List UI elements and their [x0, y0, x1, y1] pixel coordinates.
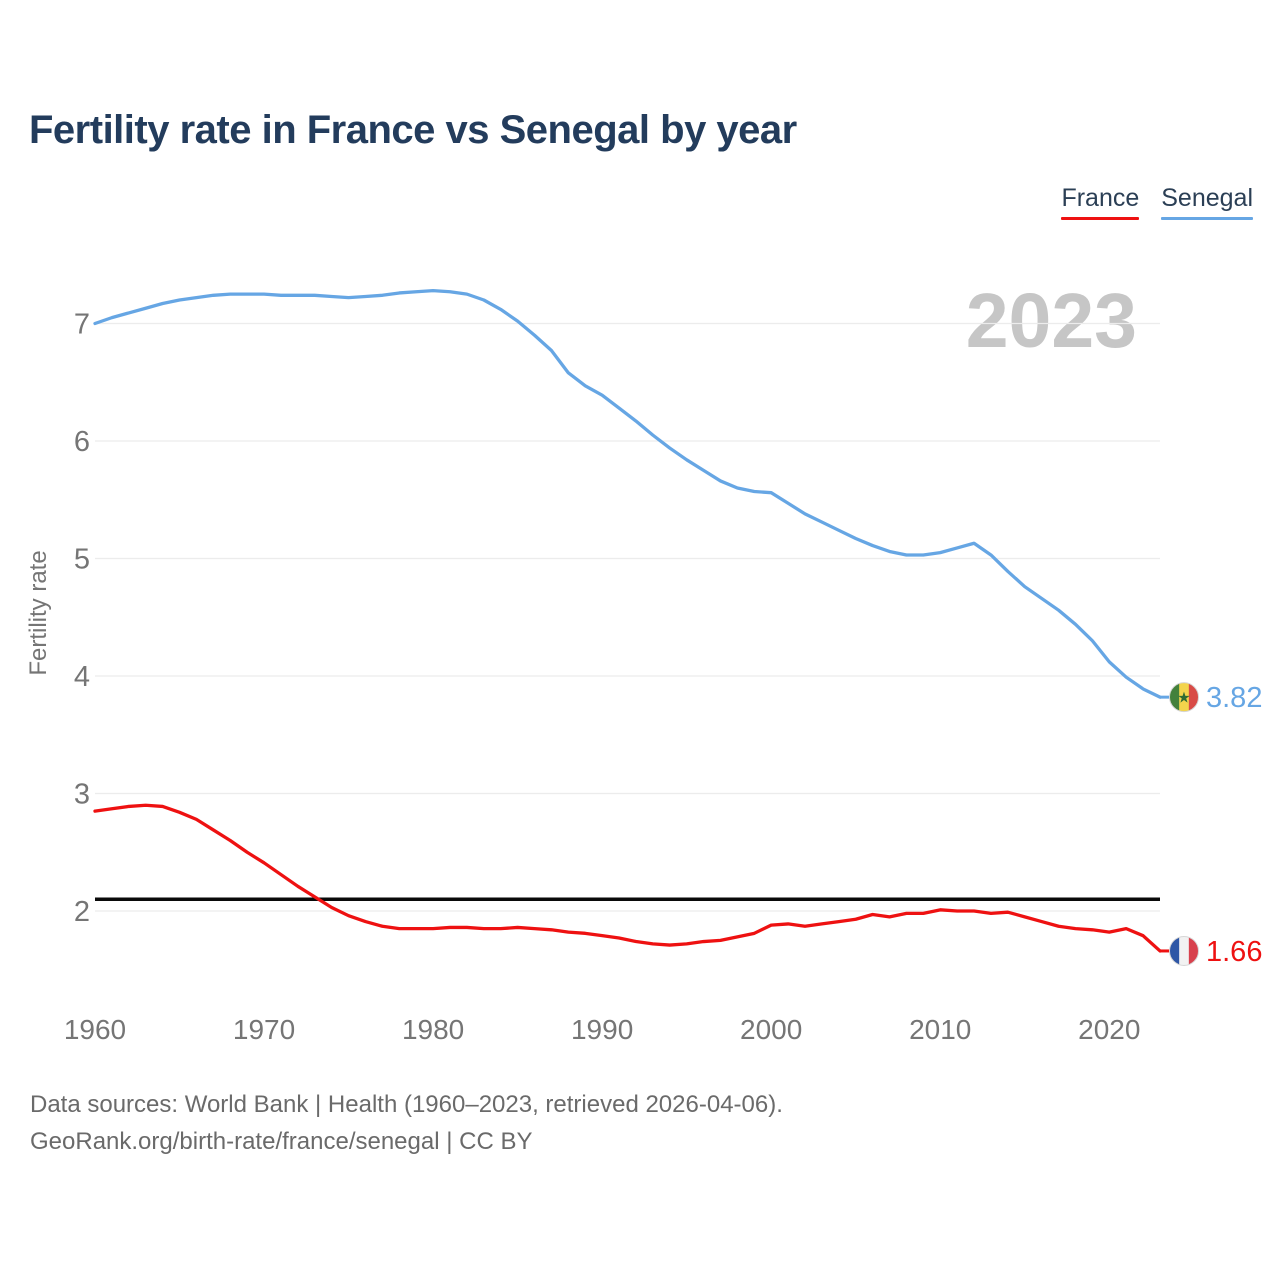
- y-axis-title: Fertility rate: [25, 550, 52, 675]
- senegal-flag-icon: [1169, 682, 1180, 712]
- senegal-line: [93, 288, 1162, 699]
- x-tick-label: 1980: [402, 1014, 464, 1045]
- legend-underline-senegal: [1161, 217, 1253, 220]
- y-tick-label: 7: [74, 309, 90, 341]
- chart-title: Fertility rate in France vs Senegal by y…: [29, 108, 797, 152]
- legend-label-france: France: [1061, 184, 1140, 212]
- legend: France Senegal: [1061, 184, 1253, 220]
- legend-item-france[interactable]: France: [1061, 184, 1140, 220]
- france-end-value-label: 1.66: [1206, 936, 1262, 968]
- senegal-end-value-label: 3.82: [1206, 682, 1262, 714]
- footer-sources: Data sources: World Bank | Health (1960–…: [30, 1091, 783, 1118]
- x-tick-label: 2010: [909, 1014, 971, 1045]
- y-tick-label: 2: [74, 896, 90, 928]
- x-tick-label: 2000: [740, 1014, 802, 1045]
- footer-attribution: GeoRank.org/birth-rate/france/senegal | …: [30, 1128, 533, 1155]
- star-icon: ★: [1177, 689, 1190, 707]
- flag-border: [1169, 682, 1199, 713]
- x-tick-label: 2020: [1078, 1014, 1140, 1045]
- y-tick-label: 3: [74, 779, 90, 811]
- legend-underline-france: [1061, 217, 1140, 220]
- y-tick-label: 6: [74, 426, 90, 458]
- senegal-flag-icon: [1179, 682, 1190, 712]
- france-flag-icon: [1188, 936, 1199, 966]
- chart-footer: Data sources: World Bank | Health (1960–…: [30, 1086, 783, 1160]
- y-tick-label: 5: [74, 544, 90, 576]
- france-flag-icon: [1169, 936, 1180, 966]
- france-line: [93, 803, 1162, 953]
- watermark-year: 2023: [966, 278, 1137, 364]
- x-tick-label: 1970: [233, 1014, 295, 1045]
- x-tick-label: 1960: [64, 1014, 126, 1045]
- france-flag-icon: [1179, 936, 1190, 966]
- flag-border: [1169, 935, 1199, 966]
- y-tick-label: 4: [74, 661, 90, 693]
- senegal-flag-icon: [1188, 682, 1199, 712]
- legend-label-senegal: Senegal: [1161, 184, 1253, 212]
- x-tick-label: 1990: [571, 1014, 633, 1045]
- legend-item-senegal[interactable]: Senegal: [1161, 184, 1253, 220]
